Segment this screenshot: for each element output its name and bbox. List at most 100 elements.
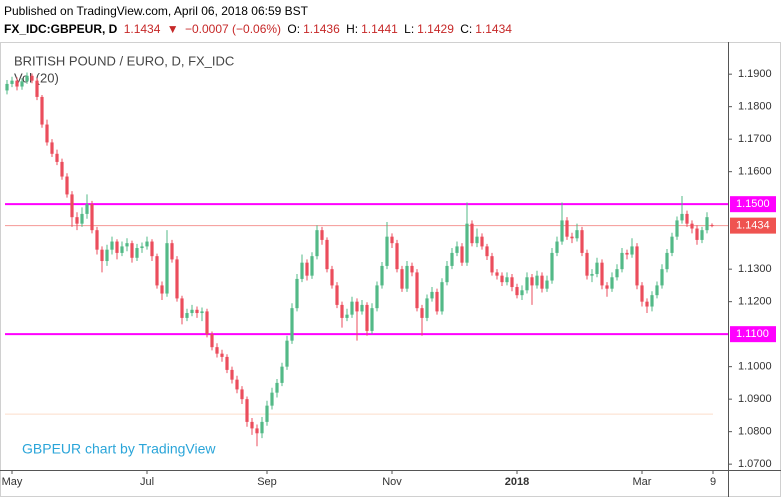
chart-title: BRITISH POUND / EURO, D, FX_IDC	[14, 53, 234, 68]
low: 1.1429	[417, 22, 454, 36]
candle-body	[665, 252, 669, 270]
candle-body	[635, 246, 639, 286]
level-label-box	[730, 217, 776, 234]
candle-body	[360, 304, 364, 312]
candle-body	[310, 256, 314, 276]
candle-body	[430, 291, 434, 299]
candle-body	[80, 213, 84, 224]
candle-body	[10, 80, 14, 84]
candle-body	[555, 241, 559, 253]
y-tick-label: 1.1900	[738, 68, 772, 80]
candle-body	[300, 262, 304, 279]
candle-body	[525, 277, 529, 291]
candle-body	[115, 241, 119, 253]
candle-body	[335, 285, 339, 305]
candle-body	[480, 236, 484, 247]
candle-body	[270, 392, 274, 406]
candle-body	[5, 83, 9, 91]
candle-body	[180, 298, 184, 318]
candle-body	[570, 236, 574, 239]
candle-body	[15, 80, 19, 87]
candle-body	[75, 217, 79, 224]
y-tick-label: 1.1300	[738, 263, 772, 275]
candle-body	[410, 265, 414, 273]
last: 1.1434	[123, 22, 161, 36]
candle-body	[540, 275, 544, 289]
candle-body	[530, 277, 534, 286]
candle-body	[225, 356, 229, 370]
candle-body	[455, 246, 459, 253]
candle-body	[200, 311, 204, 314]
candle-body	[275, 382, 279, 393]
candle-body	[505, 277, 509, 283]
arrow: ▼	[166, 22, 179, 36]
candle-body	[140, 246, 144, 249]
candle-body	[110, 241, 114, 250]
candle-body	[375, 285, 379, 309]
symbol: FX_IDC:GBPEUR, D	[4, 22, 118, 36]
x-tick-label: 2018	[505, 476, 529, 488]
candle-body	[85, 204, 89, 214]
candle-body	[250, 421, 254, 429]
candle-body	[605, 285, 609, 289]
candle-body	[305, 262, 309, 276]
level-label-box	[730, 196, 776, 213]
candle-body	[210, 334, 214, 348]
candle-body	[685, 213, 689, 224]
candle-body	[320, 230, 324, 240]
candle-body	[710, 224, 714, 226]
candle-body	[670, 236, 674, 253]
candle-body	[475, 236, 479, 244]
candle-body	[400, 269, 404, 289]
candle-body	[330, 269, 334, 286]
candle-body	[435, 291, 439, 312]
candle-body	[450, 252, 454, 266]
candle-body	[675, 220, 679, 237]
candle-body	[290, 308, 294, 341]
level-label-box	[730, 326, 776, 343]
candle-body	[415, 272, 419, 309]
watermark: GBPEUR chart by TradingView	[22, 441, 216, 457]
x-tick-label: May	[2, 476, 23, 488]
candle-body	[425, 298, 429, 318]
candle-body	[265, 405, 269, 422]
candle-body	[535, 275, 539, 286]
close-label: C:	[460, 22, 473, 36]
y-tick-label: 1.0800	[738, 426, 772, 438]
candle-body	[580, 230, 584, 253]
candle-body	[145, 241, 149, 247]
candle-body	[620, 252, 624, 270]
low-label: L:	[404, 22, 415, 36]
candle-body	[170, 243, 174, 260]
candle-body	[550, 252, 554, 281]
x-tick-label: 9	[710, 476, 716, 488]
candle-body	[485, 246, 489, 257]
candle-body	[600, 262, 604, 286]
level-label: 1.1434	[736, 220, 770, 232]
candle-body	[130, 243, 134, 258]
candle-body	[340, 304, 344, 318]
candle-body	[595, 262, 599, 275]
candle-body	[445, 265, 449, 283]
x-tick-label: Nov	[382, 476, 402, 488]
candle-body	[520, 290, 524, 296]
candle-body	[640, 285, 644, 302]
candle-body	[325, 239, 329, 270]
y-tick-label: 1.0700	[738, 458, 772, 470]
candle-body	[420, 308, 424, 318]
candle-body	[60, 161, 64, 177]
candle-body	[515, 287, 519, 296]
candle-body	[90, 204, 94, 231]
close: 1.1434	[475, 22, 512, 36]
candle-body	[495, 272, 499, 276]
candle-body	[585, 252, 589, 276]
candle-body	[680, 213, 684, 221]
candle-body	[370, 308, 374, 331]
candle-body	[50, 142, 54, 154]
x-tick-label: Mar	[633, 476, 652, 488]
candle-body	[365, 304, 369, 331]
candle-body	[465, 223, 469, 263]
candle-body	[385, 236, 389, 266]
high-label: H:	[346, 22, 359, 36]
